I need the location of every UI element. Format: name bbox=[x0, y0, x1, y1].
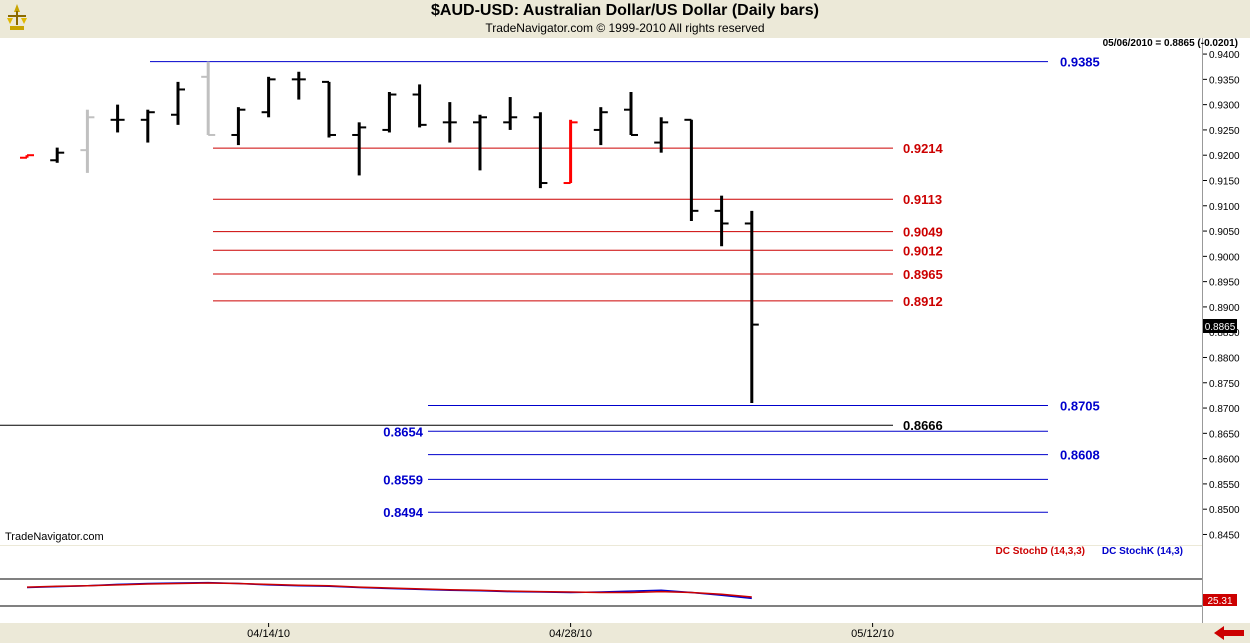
ohlc-bar bbox=[50, 147, 65, 163]
ohlc-bar bbox=[654, 117, 669, 153]
ohlc-bar bbox=[744, 210, 759, 403]
ohlc-bars bbox=[20, 61, 759, 403]
y-tick-label: 0.9200 bbox=[1209, 151, 1240, 162]
ohlc-bar bbox=[714, 195, 729, 247]
chart-header: $AUD-USD: Australian Dollar/US Dollar (D… bbox=[0, 0, 1250, 38]
level-lines: 0.9385 0.9214 0.9113 0.9049 0.9012 0.8965 0.89… bbox=[0, 55, 1100, 520]
y-tick-label: 0.8450 bbox=[1209, 530, 1240, 541]
stoch-value-tag: 25.31 bbox=[1207, 596, 1232, 607]
level-label: 0.9385 bbox=[1060, 55, 1100, 70]
trade-navigator-logo-icon bbox=[7, 4, 27, 30]
y-tick-label: 0.9100 bbox=[1209, 202, 1240, 213]
y-tick-label: 0.9400 bbox=[1209, 50, 1240, 61]
level-label: 0.8608 bbox=[1060, 448, 1100, 463]
level-label: 0.8912 bbox=[903, 294, 943, 309]
stoch-d-legend: DC StochD (14,3,3) bbox=[996, 546, 1085, 557]
stoch-d-line bbox=[26, 582, 752, 598]
y-tick-label: 0.8500 bbox=[1209, 505, 1240, 516]
ohlc-bar bbox=[382, 91, 397, 133]
y-tick-label: 0.8600 bbox=[1209, 455, 1240, 466]
ohlc-bar bbox=[533, 112, 548, 189]
ohlc-bar bbox=[171, 81, 185, 125]
watermark: TradeNavigator.com bbox=[5, 531, 104, 543]
y-tick-label: 0.8650 bbox=[1209, 429, 1240, 440]
x-tick-label: 04/14/10 bbox=[247, 628, 290, 640]
level-label: 0.8494 bbox=[383, 505, 424, 520]
ohlc-bar bbox=[80, 109, 95, 173]
ohlc-bar bbox=[20, 154, 34, 159]
level-label: 0.8666 bbox=[903, 418, 943, 433]
ohlc-bar bbox=[231, 107, 246, 146]
ohlc-bar bbox=[503, 97, 518, 130]
ohlc-bar bbox=[412, 84, 427, 128]
y-tick-label: 0.8800 bbox=[1209, 353, 1240, 364]
x-tick-labels: 04/14/10 04/28/10 05/12/10 bbox=[247, 623, 894, 640]
x-tick-label: 05/12/10 bbox=[851, 628, 894, 640]
y-tick-label: 0.9250 bbox=[1209, 126, 1240, 137]
ohlc-bar bbox=[593, 107, 608, 146]
ohlc-bar bbox=[201, 61, 216, 136]
y-tick-label: 0.8550 bbox=[1209, 480, 1240, 491]
copyright-text: TradeNavigator.com © 1999-2010 All right… bbox=[485, 21, 765, 35]
ohlc-bar bbox=[442, 102, 457, 143]
ohlc-bar bbox=[291, 71, 306, 100]
back-arrow-icon[interactable] bbox=[1214, 626, 1244, 640]
level-label: 0.8705 bbox=[1060, 399, 1100, 414]
y-tick-label: 0.8750 bbox=[1209, 379, 1240, 390]
level-label: 0.8965 bbox=[903, 267, 943, 282]
ohlc-bar bbox=[322, 80, 336, 138]
last-quote: 05/06/2010 = 0.8865 (-0.0201) bbox=[1103, 38, 1238, 49]
ohlc-bar bbox=[140, 109, 155, 143]
level-label: 0.8654 bbox=[383, 424, 424, 439]
stochastic-panel[interactable] bbox=[0, 546, 1202, 623]
price-tag: 0.8865 bbox=[1205, 322, 1236, 333]
stoch-tag-box bbox=[1203, 594, 1237, 606]
ohlc-bar bbox=[352, 122, 367, 176]
ohlc-bar bbox=[110, 104, 125, 133]
ohlc-bar bbox=[261, 76, 276, 118]
y-tick-label: 0.9350 bbox=[1209, 75, 1240, 86]
ohlc-bar bbox=[684, 118, 699, 221]
y-tick-label: 0.9000 bbox=[1209, 252, 1240, 263]
price-tag-box bbox=[1203, 319, 1237, 333]
chart-title: $AUD-USD: Australian Dollar/US Dollar (D… bbox=[431, 2, 819, 19]
y-tick-label: 0.8950 bbox=[1209, 278, 1240, 289]
stoch-k-legend: DC StochK (14,3) bbox=[1102, 546, 1183, 557]
date-axis bbox=[0, 623, 1202, 643]
y-tick-label: 0.9050 bbox=[1209, 227, 1240, 238]
y-tick-label: 0.8850 bbox=[1209, 328, 1240, 339]
stochastic-lines bbox=[0, 578, 1202, 607]
level-label: 0.9049 bbox=[903, 225, 943, 240]
y-tick-label: 0.8900 bbox=[1209, 303, 1240, 314]
level-label: 0.9012 bbox=[903, 243, 943, 258]
level-label: 0.8559 bbox=[383, 472, 423, 487]
ohlc-bar bbox=[563, 119, 578, 185]
level-label: 0.9113 bbox=[903, 192, 942, 207]
y-tick-label: 0.9300 bbox=[1209, 101, 1240, 112]
y-tick-label: 0.9150 bbox=[1209, 176, 1240, 187]
level-label: 0.9214 bbox=[903, 141, 944, 156]
y-tick-label: 0.8700 bbox=[1209, 404, 1240, 415]
x-tick-label: 04/28/10 bbox=[549, 628, 592, 640]
y-tick-labels: 0.9400 0.9350 0.9300 0.9250 0.9200 0.9150 0.91… bbox=[1203, 50, 1240, 541]
ohlc-bar bbox=[473, 114, 487, 171]
ohlc-bar bbox=[624, 91, 638, 136]
